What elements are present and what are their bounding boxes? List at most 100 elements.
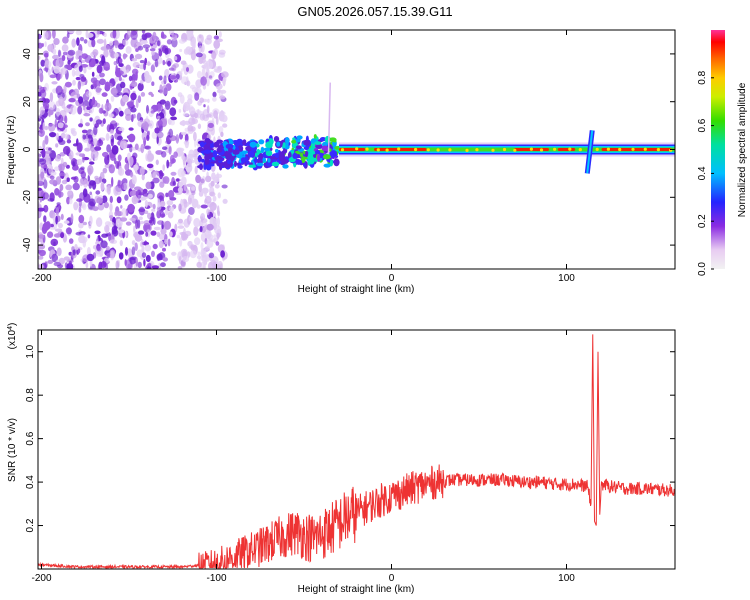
noise-blob [124,247,129,256]
noise-blob [188,207,195,215]
noise-blob [198,183,202,193]
noise-blob [78,206,82,213]
noise-blob [91,71,95,77]
y-tick-label: 0 [22,146,33,152]
noise-blob [101,55,106,66]
noise-blob [104,81,111,92]
noise-blob [75,30,82,36]
noise-blob [170,171,177,176]
emerging-blob [223,164,230,169]
noise-blob [65,164,70,169]
emerging-blob [322,154,331,160]
noise-blob [72,182,80,191]
noise-blob [106,44,110,51]
noise-blob [98,138,102,144]
noise-blob [55,228,63,232]
noise-blob [216,232,220,239]
noise-blob [79,153,86,157]
noise-blob [128,127,134,131]
noise-blob [131,174,137,185]
noise-blob [142,188,148,194]
emerging-blob [265,161,274,167]
noise-blob [173,56,178,61]
noise-blob [62,145,71,155]
noise-blob [115,160,119,169]
noise-blob [38,42,43,49]
noise-blob [148,120,154,129]
noise-blob [92,138,98,146]
noise-blob [144,244,152,252]
emerging-blob [287,151,292,159]
noise-blob [166,39,172,45]
noise-blob [43,204,49,213]
noise-blob [47,198,55,202]
noise-blob [153,226,161,231]
noise-blob [128,75,133,82]
emerging-blob [204,158,210,166]
noise-blob [171,158,176,164]
noise-blob [45,31,49,39]
noise-blob [122,39,129,46]
emerging-blob [238,146,242,151]
noise-blob [116,196,122,204]
emerging-blob [295,145,302,150]
carrier-core [339,148,366,151]
y-tick-label: 0.4 [25,475,36,489]
noise-blob [39,158,47,165]
y-tick-label: 0.2 [25,518,36,532]
noise-blob [222,77,226,87]
carrier-dot [553,147,557,151]
emerging-blob [274,152,279,158]
noise-blob [206,113,212,118]
emerging-blob [199,141,205,148]
noise-blob [204,195,212,204]
emerging-blob [329,137,337,142]
noise-blob [96,236,99,245]
y-tick-label: 1.0 [25,344,36,358]
noise-blob [206,76,210,87]
carrier-dot [448,148,452,152]
emerging-blob [267,158,271,163]
noise-blob [200,204,208,209]
noise-blob [144,199,148,208]
noise-blob [134,53,143,60]
emerging-blob [237,164,243,169]
noise-blob [191,186,196,191]
noise-blob [186,158,193,168]
noise-blob [89,191,92,196]
noise-blob [146,163,154,169]
noise-blob [158,75,163,81]
noise-blob [55,215,58,225]
noise-blob [199,56,206,64]
noise-blob [38,174,43,184]
noise-blob [163,75,167,85]
noise-blob [49,175,55,180]
noise-blob [213,39,221,49]
noise-blob [44,125,49,131]
noise-blob [180,131,187,136]
carrier-dot [656,148,661,152]
noise-blob [141,174,145,181]
carrier-dot [529,147,534,151]
noise-blob [151,50,155,56]
noise-blob [56,247,62,256]
noise-blob [48,101,56,110]
noise-blob [197,123,202,130]
noise-blob [83,138,89,143]
noise-blob [54,188,60,196]
noise-blob [150,64,155,73]
noise-blob [220,131,224,137]
snr-scale-close: ) [7,323,18,326]
noise-blob [68,260,72,266]
noise-blob [87,164,94,175]
emerging-blob [329,150,338,158]
noise-blob [118,63,124,67]
noise-blob [78,55,82,61]
noise-blob [71,130,77,137]
noise-blob [161,151,167,158]
colorbar-tick-label: 0.6 [697,118,708,132]
noise-blob [170,116,177,121]
noise-blob [214,184,220,189]
x-tick-label: 100 [558,273,575,284]
noise-blob [135,71,138,81]
